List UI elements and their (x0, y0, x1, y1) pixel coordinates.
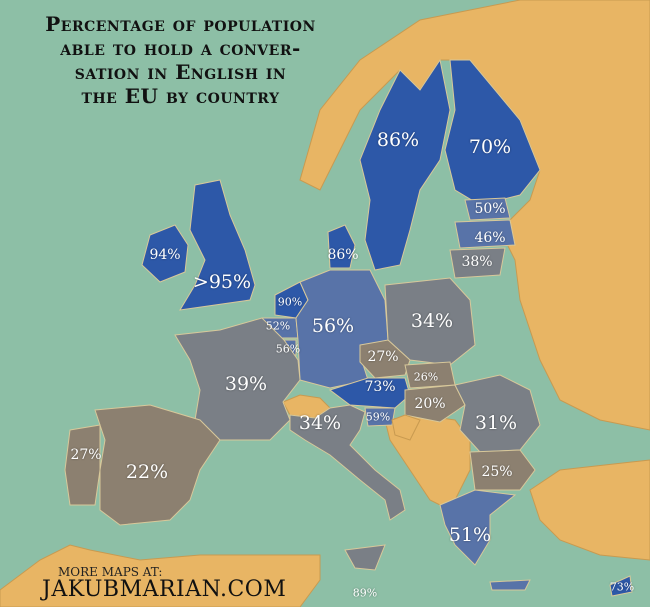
label-portugal: 27% (70, 447, 102, 463)
north-africa-landmass (0, 544, 321, 607)
label-latvia: 46% (474, 230, 506, 246)
country-lithuania (449, 247, 506, 279)
label-sweden: 86% (376, 129, 420, 151)
label-poland: 34% (410, 310, 454, 332)
label-finland: 70% (468, 136, 512, 158)
label-italy: 34% (298, 412, 342, 434)
label-malta: 89% (352, 586, 378, 600)
label-netherlands: 90% (277, 295, 303, 309)
label-lithuania: 38% (461, 254, 493, 270)
country-greece (439, 489, 517, 566)
label-greece: 51% (448, 524, 492, 546)
label-romania: 31% (474, 412, 518, 434)
country-italy (289, 404, 406, 521)
country-croatia (391, 414, 421, 441)
country-bulgaria (469, 449, 536, 491)
label-luxembourg: 56% (275, 342, 301, 356)
label-ireland: 94% (149, 247, 181, 263)
label-bulgaria: 25% (481, 464, 513, 480)
map-title: Percentage of population able to hold a … (8, 12, 353, 108)
country-denmark (327, 224, 356, 269)
country-uk (179, 179, 256, 311)
country-spain (94, 404, 221, 526)
label-slovakia: 26% (413, 370, 439, 384)
country-latvia (454, 219, 516, 249)
country-slovenia (364, 407, 396, 427)
label-czechia: 27% (367, 349, 399, 365)
credit-website: JAKUBMARIAN.COM (42, 577, 287, 602)
country-portugal (64, 424, 101, 506)
country-sweden (359, 58, 451, 271)
title-line: Percentage of population (45, 12, 316, 36)
label-slovenia: 59% (365, 410, 391, 424)
label-cyprus: 73% (609, 580, 635, 594)
label-estonia: 50% (474, 201, 506, 217)
country-hungary (404, 384, 466, 423)
credit-prefix: MORE MAPS AT: (58, 565, 163, 579)
label-austria: 73% (364, 379, 396, 395)
label-germany: 56% (311, 315, 355, 337)
title-line: able to hold a conver- (60, 36, 301, 60)
title-line: sation in English in (74, 60, 287, 84)
country-cyprus (609, 575, 633, 597)
country-crete (489, 579, 531, 591)
country-sicily (344, 544, 386, 571)
label-spain: 22% (125, 461, 169, 483)
title-line: the EU by country (81, 84, 280, 108)
turkey-landmass (529, 459, 650, 561)
country-estonia (464, 197, 511, 221)
label-hungary: 20% (414, 396, 446, 412)
country-ireland (141, 224, 189, 283)
label-belgium: 52% (265, 319, 291, 333)
label-uk: >95% (192, 271, 252, 293)
label-denmark: 86% (327, 247, 359, 263)
label-france: 39% (224, 373, 268, 395)
country-czechia (359, 339, 411, 379)
